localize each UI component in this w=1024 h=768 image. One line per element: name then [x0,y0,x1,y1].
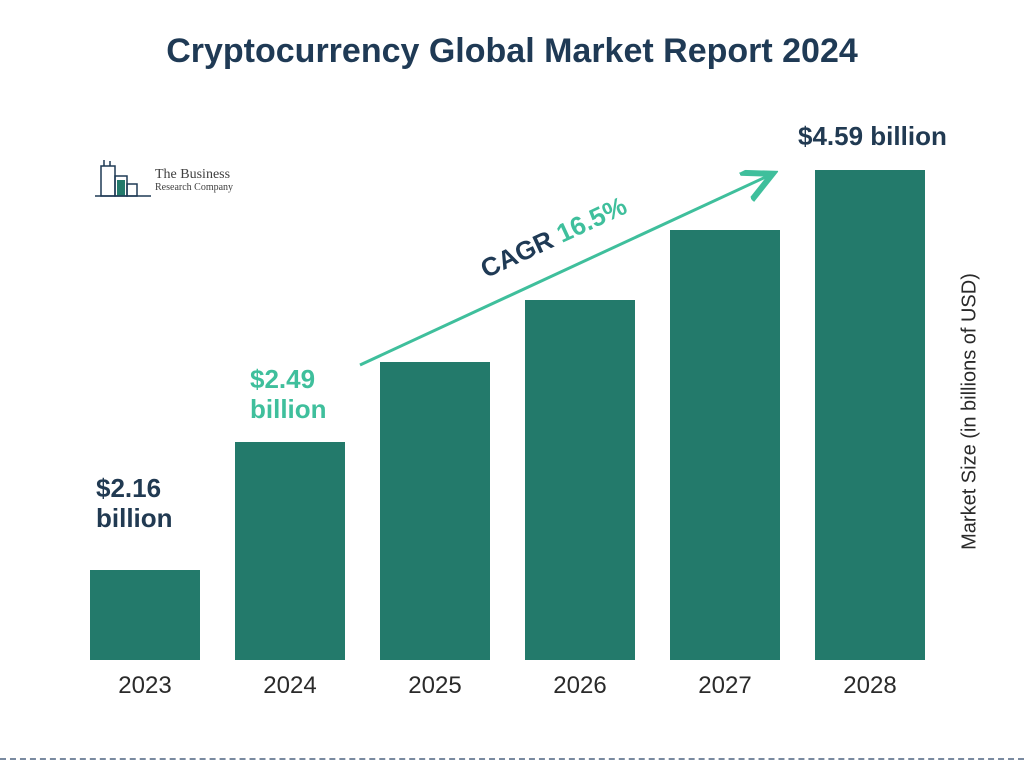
bar-2024 [235,442,345,660]
bar-2026 [525,300,635,660]
chart-plot-area [90,160,940,660]
bar-2025 [380,362,490,660]
chart-container: { "title": { "text": "Cryptocurrency Glo… [0,0,1024,768]
xlabel-2024: 2024 [235,672,345,700]
callout-2023-value: $2.16 [96,474,173,504]
xlabel-2025: 2025 [380,672,490,700]
chart-title: Cryptocurrency Global Market Report 2024 [0,32,1024,71]
xlabel-2026: 2026 [525,672,635,700]
bar-2027 [670,230,780,660]
xlabel-2027: 2027 [670,672,780,700]
callout-2023-unit: billion [96,504,173,534]
callout-2023: $2.16 billion [96,474,173,534]
footer-divider [0,758,1024,760]
bar-2028 [815,170,925,660]
callout-2024-value: $2.49 [250,365,327,395]
callout-2024: $2.49 billion [250,365,327,425]
y-axis-label: Market Size (in billions of USD) [959,212,982,612]
bar-2023 [90,570,200,660]
xlabel-2023: 2023 [90,672,200,700]
callout-2024-unit: billion [250,395,327,425]
xlabel-2028: 2028 [815,672,925,700]
callout-2028: $4.59 billion [798,122,947,152]
